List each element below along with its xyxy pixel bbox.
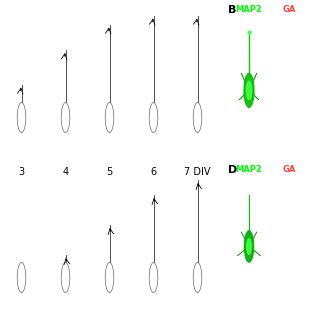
Circle shape xyxy=(246,81,252,100)
Text: 6: 6 xyxy=(150,167,156,177)
Text: 5: 5 xyxy=(106,167,113,177)
Circle shape xyxy=(149,262,158,292)
Circle shape xyxy=(17,262,26,292)
Text: 7 DIV: 7 DIV xyxy=(184,167,211,177)
Circle shape xyxy=(61,262,70,292)
Text: 4: 4 xyxy=(62,167,68,177)
Circle shape xyxy=(193,262,202,292)
Text: B: B xyxy=(228,5,236,15)
Circle shape xyxy=(193,102,202,132)
Circle shape xyxy=(17,102,26,132)
Circle shape xyxy=(61,102,70,132)
Circle shape xyxy=(244,231,253,262)
Text: 3: 3 xyxy=(19,167,25,177)
Circle shape xyxy=(105,102,114,132)
Text: MAP2: MAP2 xyxy=(236,5,262,14)
Circle shape xyxy=(105,262,114,292)
Text: GA: GA xyxy=(282,5,296,14)
Circle shape xyxy=(149,102,158,132)
Text: GA: GA xyxy=(282,165,296,174)
Text: D: D xyxy=(228,165,237,175)
Text: MAP2: MAP2 xyxy=(236,165,262,174)
Circle shape xyxy=(247,239,251,254)
Circle shape xyxy=(244,74,254,107)
